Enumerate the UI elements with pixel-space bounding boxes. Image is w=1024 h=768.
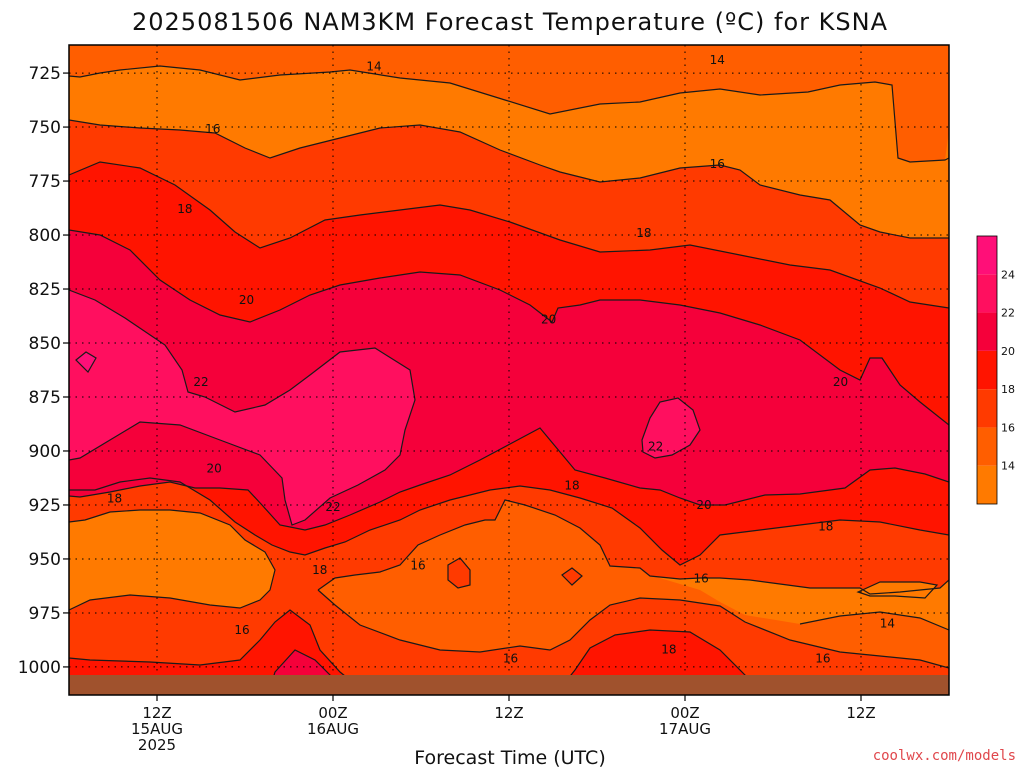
contour-label: 18 [818,520,833,534]
x-tick-label: 17AUG [659,720,711,738]
colorbar-swatch [977,236,997,275]
y-tick-label: 900 [29,442,61,462]
band-feature [448,558,582,588]
contour-label: 20 [207,461,222,475]
contour-label: 16 [693,571,708,585]
y-tick-label: 750 [29,118,61,138]
y-tick-label: 875 [29,388,61,408]
colorbar-tick-label: 20 [1001,345,1015,358]
contour-label: 22 [648,440,663,454]
x-axis-label: Forecast Time (UTC) [414,747,605,768]
band-feature [76,352,96,372]
colorbar-swatch [977,350,997,390]
x-tick-label: 2025 [138,736,176,754]
contour-label: 14 [710,53,725,67]
x-tick-label: 00Z [318,704,347,722]
contour-label: 16 [815,651,830,665]
colorbar: 14 16 18 20 22 24 [976,235,1015,505]
credit-link[interactable]: coolwx.com/models [873,748,1016,764]
colorbar-tick-label: 18 [1001,383,1015,396]
contour-label: 22 [193,375,208,389]
x-tick-label: 12Z [846,704,875,722]
colorbar-tick-label: 24 [1001,268,1015,281]
colorbar-swatch [977,465,997,504]
contour-label: 16 [234,623,249,637]
colorbar-tick-label: 22 [1001,307,1015,320]
y-tick-label: 975 [29,604,61,624]
contour-label: 20 [696,498,711,512]
y-tick-label: 800 [29,226,61,246]
x-tick-label: 00Z [670,704,699,722]
contour-label: 14 [880,617,895,631]
contour-label: 18 [661,643,676,657]
contour-label: 20 [239,293,254,307]
y-tick-label: 1000 [18,658,61,678]
y-tick-label: 775 [29,172,61,192]
colorbar-tick-label: 16 [1001,421,1015,434]
colorbar-swatch [977,427,997,466]
band-20-22 [69,230,949,695]
contour-label: 18 [636,226,651,240]
y-tick-label: 950 [29,550,61,570]
contour-label: 18 [564,479,579,493]
y-axis: 725 750 775 800 825 850 875 900 925 950 975 1000 [18,64,70,678]
contour-lines [69,65,949,695]
contour-label: 14 [366,60,381,74]
contour-label: 18 [312,563,327,577]
x-tick-label: 15AUG [131,720,183,738]
y-tick-label: 825 [29,280,61,300]
contour-label: 20 [541,312,556,326]
x-tick-label: 12Z [142,704,171,722]
colorbar-swatch [977,274,997,313]
colorbar-tick-label: 14 [1001,460,1015,473]
contour-label: 16 [503,651,518,665]
contour-label: 16 [410,558,425,572]
contour-labels: 14 14 14 16 16 16 16 16 16 16 18 18 18 18 18 18 18 20 20 20… [107,53,895,665]
colorbar-border [976,235,998,505]
y-tick-label: 925 [29,496,61,516]
plot-area: 14 14 14 16 16 16 16 16 16 16 18 18 18 18 18 18 18 20 20 20… [69,45,949,695]
x-tick-label: 16AUG [307,720,359,738]
y-tick-label: 725 [29,64,61,84]
colorbar-swatch [977,312,997,351]
y-tick-label: 850 [29,334,61,354]
band-22-24 [69,290,700,525]
contour-label: 22 [325,500,340,514]
chart-title: 2025081506 NAM3KM Forecast Temperature (… [132,8,888,36]
grid-lines [69,45,949,695]
contour-label: 20 [833,375,848,389]
contour-label: 18 [177,202,192,216]
colorbar-swatch [977,389,997,428]
contour-label: 16 [205,122,220,136]
contour-label: 18 [107,491,122,505]
contour-label: 16 [710,157,725,171]
x-tick-label: 12Z [494,704,523,722]
ground-band [69,675,949,695]
